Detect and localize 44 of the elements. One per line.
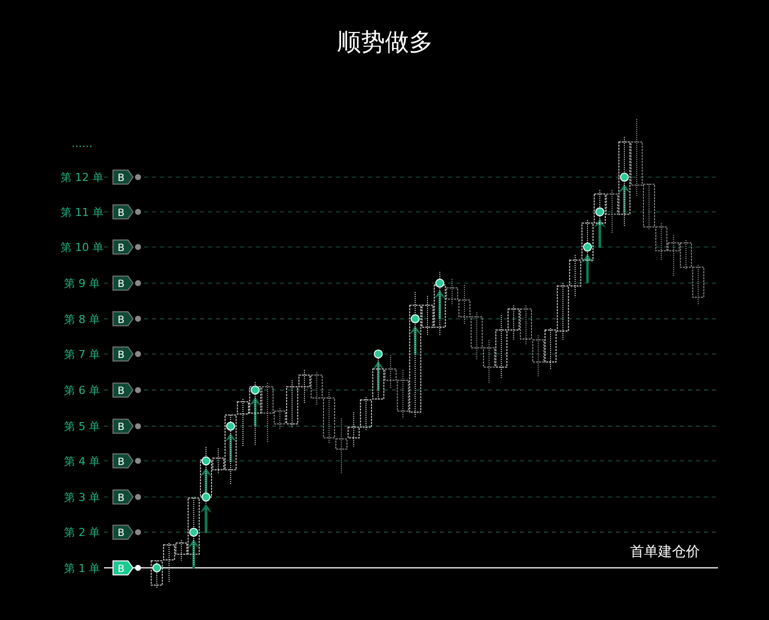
ref-line-label: 第 8 单 [64, 312, 100, 326]
ref-line-label: 第 11 单 [60, 206, 104, 219]
candlestick [150, 560, 163, 588]
text: B [118, 386, 125, 398]
point [152, 563, 162, 572]
text: B [118, 456, 125, 468]
ref-line-label: 第 1 单 [64, 562, 100, 575]
candlestick [446, 278, 458, 306]
text: B [118, 208, 125, 219]
point [226, 422, 236, 431]
annotation: 首单建仓价 [630, 544, 700, 560]
point [435, 278, 444, 288]
point [250, 386, 260, 395]
point [189, 528, 198, 537]
ref-line-label: 第 6 单 [64, 384, 100, 398]
ref-line-label: 第 7 单 [64, 348, 100, 361]
candlestick [335, 418, 348, 474]
candlestick [606, 189, 618, 234]
text: B [118, 422, 125, 434]
text: B [118, 350, 125, 361]
ref-line-label: 第 12 单 [60, 171, 104, 184]
point [410, 314, 420, 324]
text: B [118, 564, 125, 575]
ref-line-label: 第 4 单 [64, 454, 100, 468]
ref-line-label: 第 5 单 [64, 420, 100, 434]
text: B [118, 279, 125, 290]
candlestick [532, 334, 544, 378]
ref-line-label: 第 9 单 [64, 277, 100, 290]
ref-line-label: 第 2 单 [64, 526, 100, 540]
text: ...... [72, 137, 92, 150]
point [374, 349, 383, 358]
text: B [118, 173, 125, 184]
text: B [118, 528, 125, 540]
text: B [118, 314, 125, 326]
text: B [118, 493, 125, 504]
ref-line-label: 第 3 单 [64, 491, 100, 504]
ref-line-label: 第 10 单 [60, 241, 104, 254]
point [582, 242, 592, 252]
chart-title: 顺势做多 [337, 28, 433, 56]
point [201, 492, 210, 502]
point [620, 172, 629, 182]
point [201, 456, 210, 466]
text: B [118, 243, 125, 254]
candlestick [520, 304, 532, 346]
